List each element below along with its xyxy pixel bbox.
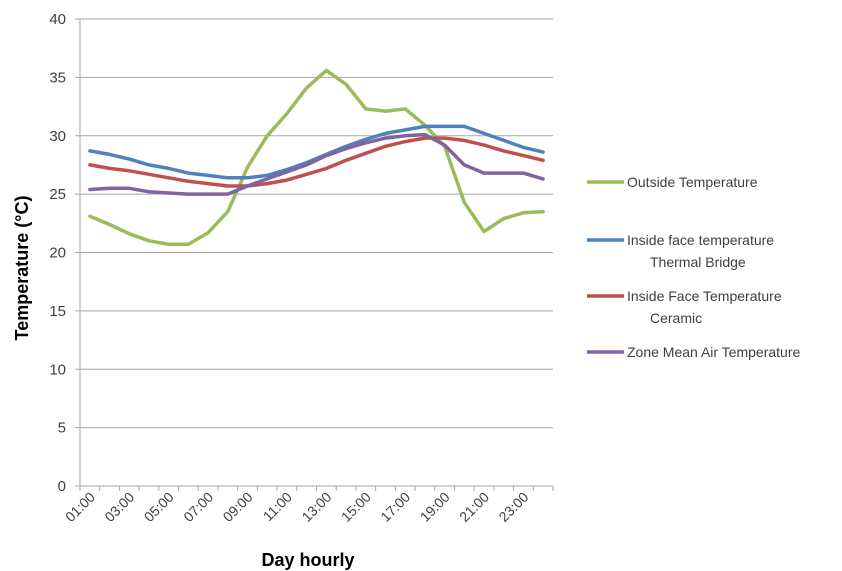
y-tick-label: 15 bbox=[49, 303, 66, 320]
x-tick-label: 21:00 bbox=[456, 489, 492, 525]
y-tick-label: 10 bbox=[49, 361, 66, 378]
legend-label: Inside face temperature bbox=[627, 232, 774, 248]
legend-label: Ceramic bbox=[650, 310, 702, 326]
y-tick-label: 25 bbox=[49, 186, 66, 203]
y-tick-label: 40 bbox=[49, 11, 66, 28]
series-line-4 bbox=[88, 132, 545, 196]
series-line-3 bbox=[88, 136, 545, 188]
legend-item: Inside Face Temperature Ceramic bbox=[587, 288, 782, 326]
x-tick-label: 03:00 bbox=[101, 489, 137, 525]
y-tick-label: 0 bbox=[58, 478, 66, 495]
x-tick-label: 09:00 bbox=[220, 489, 256, 525]
legend: Outside Temperature Inside face temperatu… bbox=[587, 174, 800, 360]
x-tick-label: 01:00 bbox=[62, 489, 98, 525]
series-lines bbox=[88, 68, 545, 247]
legend-label: Outside Temperature bbox=[627, 174, 758, 190]
x-tick-label: 19:00 bbox=[417, 489, 453, 525]
axes bbox=[75, 18, 554, 491]
x-tick-label: 23:00 bbox=[495, 489, 531, 525]
x-tick-labels: 01:00 03:00 05:00 07:00 09:00 11:00 13:00 15:00… bbox=[62, 489, 532, 525]
y-tick-label: 30 bbox=[49, 128, 66, 145]
x-tick-label: 11:00 bbox=[260, 489, 296, 525]
x-tick-label: 05:00 bbox=[141, 489, 177, 525]
y-axis-title: Temperature (°C) bbox=[12, 196, 32, 341]
legend-label: Zone Mean Air Temperature bbox=[627, 344, 800, 360]
legend-label: Inside Face Temperature bbox=[627, 288, 782, 304]
x-tick-label: 17:00 bbox=[377, 489, 413, 525]
legend-label: Thermal Bridge bbox=[650, 254, 746, 270]
y-tick-label: 35 bbox=[49, 69, 66, 86]
legend-item: Zone Mean Air Temperature bbox=[587, 344, 800, 360]
y-tick-labels: 0 5 10 15 20 25 30 35 40 bbox=[49, 11, 66, 495]
legend-item: Inside face temperature Thermal Bridge bbox=[587, 232, 774, 270]
x-tick-label: 13:00 bbox=[298, 489, 334, 525]
x-tick-label: 07:00 bbox=[180, 489, 216, 525]
legend-item: Outside Temperature bbox=[587, 174, 758, 190]
x-axis-title: Day hourly bbox=[261, 550, 354, 570]
y-tick-label: 5 bbox=[58, 420, 66, 437]
y-tick-label: 20 bbox=[49, 245, 66, 262]
series-line-1 bbox=[88, 68, 545, 247]
x-tick-label: 15:00 bbox=[338, 489, 374, 525]
